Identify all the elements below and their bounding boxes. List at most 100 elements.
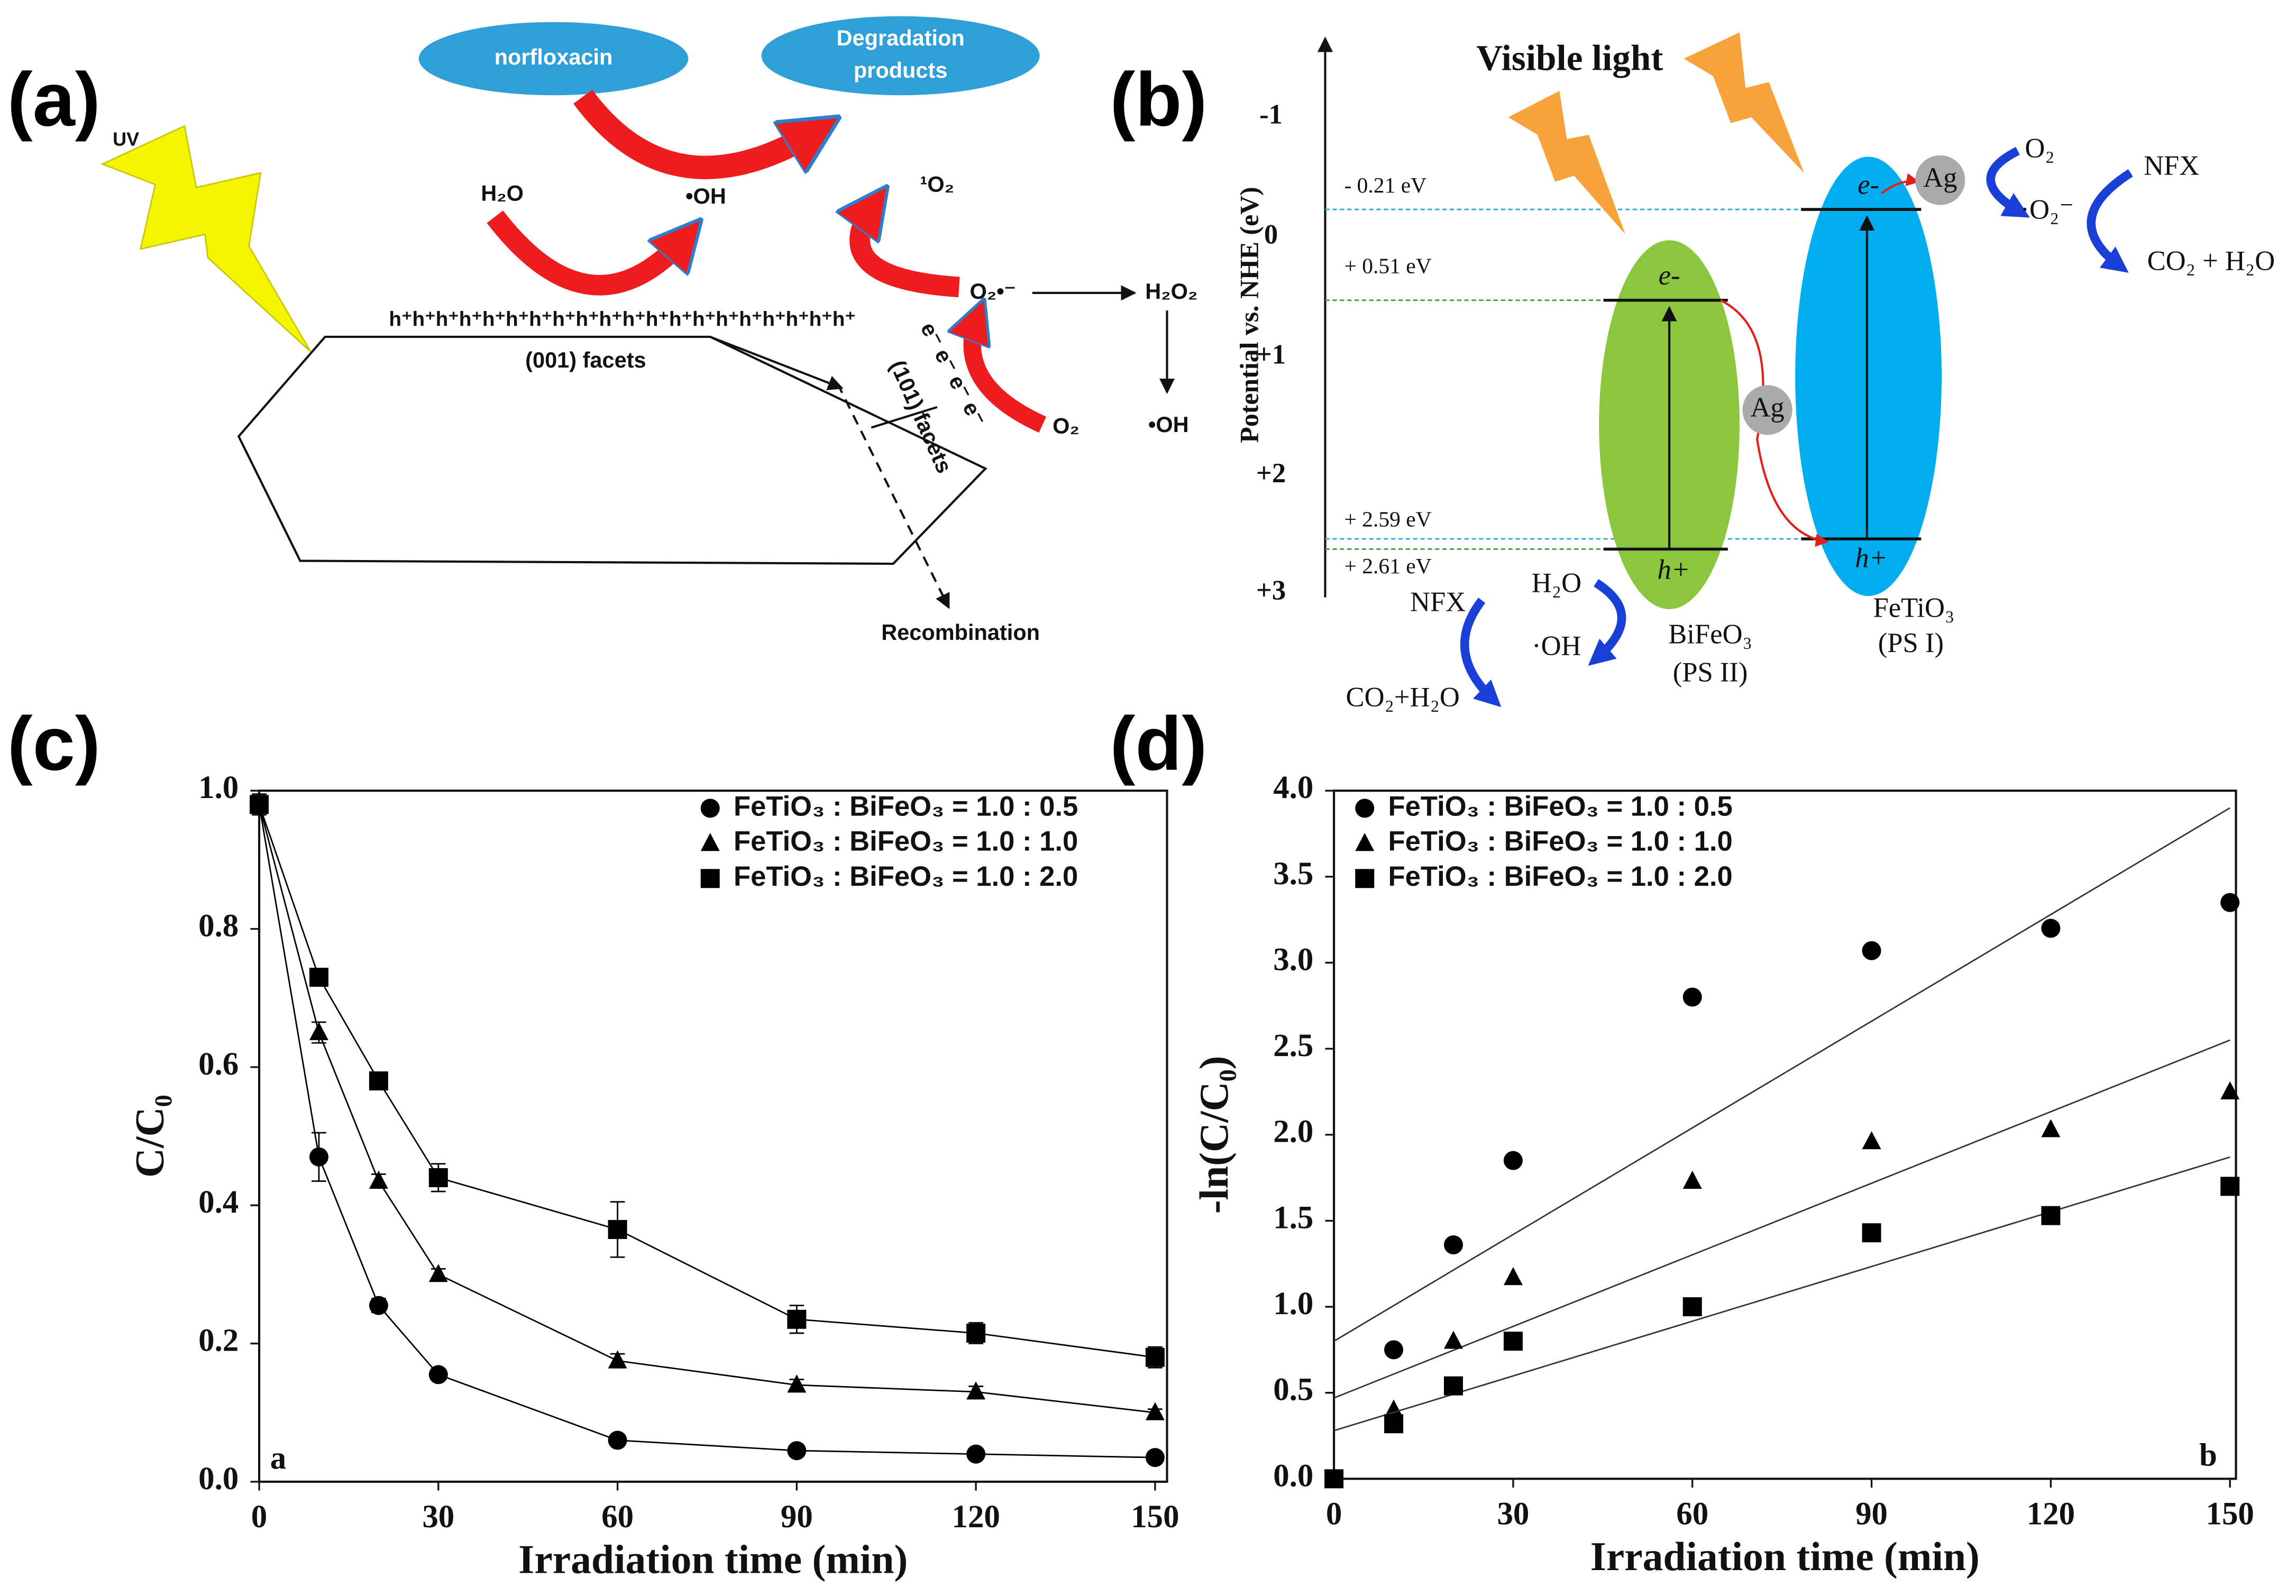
data-point xyxy=(369,1296,388,1315)
panel-label: (a) xyxy=(7,57,100,142)
x-tick-label: 150 xyxy=(1131,1499,1179,1535)
x-tick-label: 120 xyxy=(2027,1496,2075,1531)
data-point xyxy=(1384,1399,1404,1418)
annotation: b xyxy=(2199,1438,2217,1473)
data-point xyxy=(369,1071,388,1090)
species: ¹O₂ xyxy=(920,172,955,197)
silver-label: Ag xyxy=(1750,392,1784,423)
transfer-arrow xyxy=(1881,173,1920,195)
x-tick-label: 120 xyxy=(952,1499,1000,1535)
data-point xyxy=(1384,1414,1404,1434)
species: ·OH xyxy=(1532,631,1581,662)
y-tick-label: 0.0 xyxy=(198,1461,239,1497)
data-point xyxy=(1503,1151,1523,1170)
data-point xyxy=(309,1147,328,1167)
species: •OH xyxy=(1148,412,1189,437)
series-line xyxy=(258,804,1156,1414)
reaction-arrow xyxy=(1986,146,2030,218)
data-point xyxy=(1443,1235,1463,1254)
fit-line xyxy=(1333,1039,2230,1399)
reaction-arrow xyxy=(860,202,960,298)
y-tick-label: 3.5 xyxy=(1273,856,1313,892)
light-bolt xyxy=(1508,90,1626,235)
legend-marker xyxy=(1355,869,1375,888)
arrow xyxy=(709,335,844,390)
y-axis-title: -ln(C/C₀) xyxy=(1191,1056,1237,1214)
data-point xyxy=(1145,1347,1165,1367)
data-point xyxy=(608,1350,627,1369)
species: CO₂ + H₂O xyxy=(2147,246,2275,277)
axis-tick-label: +1 xyxy=(1256,340,1286,370)
y-tick-label: 1.0 xyxy=(1273,1286,1313,1322)
plot-frame xyxy=(258,790,1168,1483)
y-tick-label: 3.0 xyxy=(1273,942,1313,977)
data-point xyxy=(1682,1297,1702,1317)
species: •OH xyxy=(685,184,726,208)
fit-line xyxy=(1333,807,2230,1342)
facet-line xyxy=(871,406,938,429)
legend-text: FeTiO₃ : BiFeO₃ = 1.0 : 1.0 xyxy=(1388,826,1733,857)
data-point xyxy=(2220,893,2240,912)
material: (PS II) xyxy=(1673,657,1748,688)
species: H₂O xyxy=(1532,568,1581,599)
legend-text: FeTiO₃ : BiFeO₃ = 1.0 : 1.0 xyxy=(734,826,1078,857)
data-point xyxy=(1862,1131,1881,1150)
facet-label: (001) facets xyxy=(525,347,646,372)
data-point xyxy=(608,1219,627,1239)
data-point xyxy=(966,1323,986,1343)
data-point xyxy=(787,1374,807,1393)
x-tick-label: 90 xyxy=(781,1499,813,1535)
silver-label: Ag xyxy=(1923,162,1957,193)
x-tick-label: 90 xyxy=(1855,1496,1888,1531)
carrier: h+ xyxy=(1657,555,1690,585)
y-tick-label: 0.2 xyxy=(198,1323,239,1359)
reaction-arrow xyxy=(573,89,820,179)
legend-text: FeTiO₃ : BiFeO₃ = 1.0 : 2.0 xyxy=(1388,861,1733,892)
y-tick-label: 0.8 xyxy=(198,908,239,943)
y-tick-label: 0.0 xyxy=(1273,1458,1313,1493)
data-point xyxy=(1682,987,1702,1007)
legend-text: FeTiO₃ : BiFeO₃ = 1.0 : 0.5 xyxy=(734,791,1078,822)
data-point xyxy=(1145,1402,1165,1420)
transfer-arrow xyxy=(1720,299,1829,547)
level-label: + 0.51 eV xyxy=(1344,253,1431,278)
legend-marker xyxy=(700,833,720,851)
data-point xyxy=(309,1022,328,1040)
data-point xyxy=(428,1264,448,1282)
species: H₂O xyxy=(481,180,524,205)
fit-line xyxy=(1333,1156,2230,1432)
data-point xyxy=(2041,1206,2061,1225)
data-point xyxy=(428,1365,448,1384)
level-label: + 2.61 eV xyxy=(1344,554,1431,578)
x-tick-label: 0 xyxy=(251,1499,267,1535)
reaction-arrow xyxy=(1588,579,1626,666)
panel-label: (c) xyxy=(7,701,100,786)
crystal xyxy=(237,335,987,565)
x-tick-label: 60 xyxy=(601,1499,634,1535)
data-point xyxy=(966,1381,986,1400)
y-tick-label: 2.5 xyxy=(1273,1028,1313,1063)
reaction-arrow xyxy=(487,210,688,296)
x-tick-label: 150 xyxy=(2206,1496,2254,1531)
carrier: e- xyxy=(1659,260,1680,291)
data-point xyxy=(2220,1081,2240,1099)
y-tick-label: 1.5 xyxy=(1273,1200,1313,1235)
data-point xyxy=(1503,1332,1523,1351)
species: ·O₂⁻ xyxy=(2020,195,2074,225)
species: NFX xyxy=(2144,151,2199,181)
x-tick-label: 60 xyxy=(1676,1496,1708,1531)
data-point xyxy=(966,1444,986,1464)
y-tick-label: 1.0 xyxy=(198,770,239,805)
plot-frame xyxy=(1333,790,2237,1480)
axis-tick-label: -1 xyxy=(1259,99,1283,130)
data-point xyxy=(608,1430,627,1450)
chart: (c) 0 30 60 90 120 150 0.0 0.2 0.4 0.6 0.8 1.0 Irradi… xyxy=(7,701,1179,1582)
silver xyxy=(1915,155,1965,205)
x-tick-label: 30 xyxy=(1497,1496,1529,1531)
carrier: e- xyxy=(1858,170,1879,200)
x-axis-title: Irradiation time (min) xyxy=(518,1537,908,1582)
y-tick-label: 0.4 xyxy=(198,1185,239,1220)
material: FeTiO₃ xyxy=(1873,593,1955,623)
y-tick-label: 2.0 xyxy=(1273,1114,1313,1150)
